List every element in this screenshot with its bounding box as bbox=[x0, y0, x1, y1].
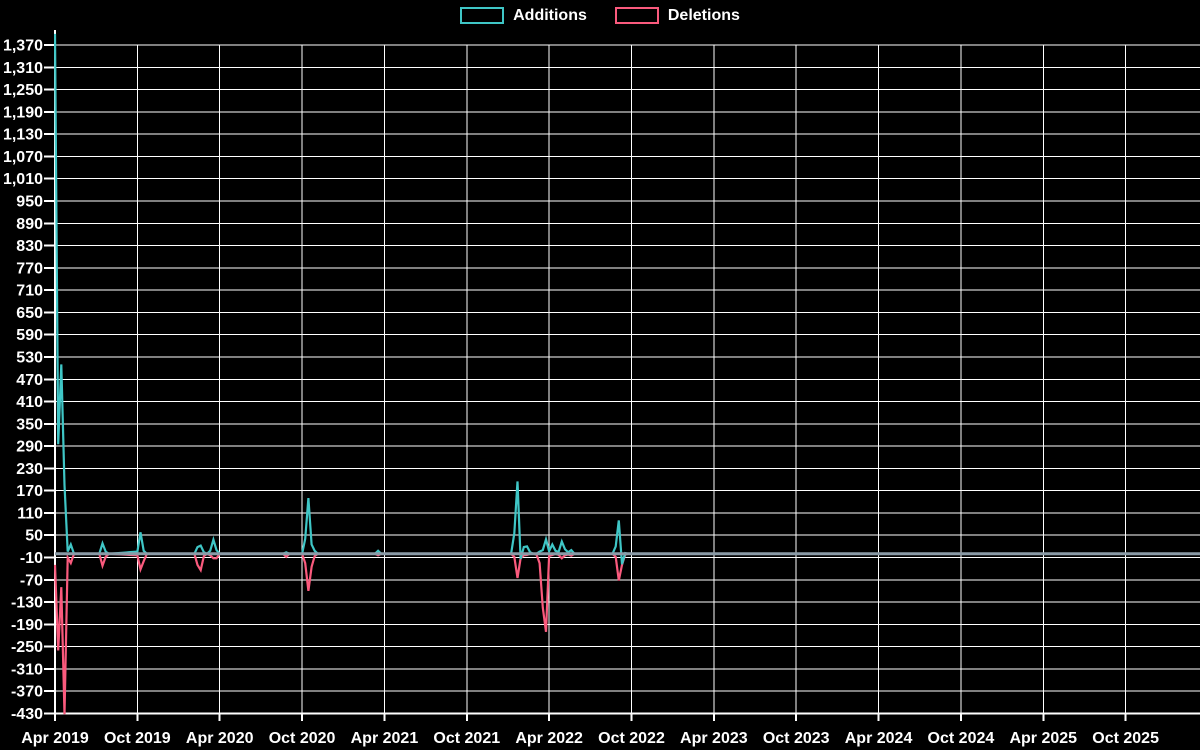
svg-text:50: 50 bbox=[25, 528, 43, 545]
svg-text:590: 590 bbox=[16, 327, 43, 344]
gridlines bbox=[54, 44, 1200, 714]
svg-text:350: 350 bbox=[16, 416, 43, 433]
additions-swatch-icon bbox=[460, 7, 505, 24]
deletions-swatch-icon bbox=[614, 7, 659, 24]
svg-text:Apr 2020: Apr 2020 bbox=[186, 730, 254, 747]
svg-text:1,070: 1,070 bbox=[3, 149, 43, 166]
deletions-line bbox=[54, 552, 1199, 715]
svg-text:Apr 2024: Apr 2024 bbox=[845, 730, 913, 747]
svg-text:710: 710 bbox=[16, 283, 43, 300]
x-tick-labels: Apr 2019 Oct 2019 Apr 2020 Oct 2020 Apr 2021… bbox=[21, 730, 1159, 747]
svg-text:-190: -190 bbox=[11, 617, 43, 634]
svg-text:1,190: 1,190 bbox=[3, 104, 43, 121]
svg-text:Oct 2025: Oct 2025 bbox=[1092, 730, 1159, 747]
svg-text:-10: -10 bbox=[20, 550, 43, 567]
svg-text:1,010: 1,010 bbox=[3, 171, 43, 188]
svg-text:830: 830 bbox=[16, 238, 43, 255]
svg-text:470: 470 bbox=[16, 372, 43, 389]
svg-text:770: 770 bbox=[16, 260, 43, 277]
svg-text:-70: -70 bbox=[20, 572, 43, 589]
svg-text:Apr 2022: Apr 2022 bbox=[515, 730, 583, 747]
svg-text:410: 410 bbox=[16, 394, 43, 411]
svg-text:110: 110 bbox=[17, 505, 43, 522]
y-tick-labels: 1,370 1,310 1,250 1,190 1,130 1,070 1,010 950 89… bbox=[3, 38, 43, 724]
svg-text:650: 650 bbox=[16, 305, 43, 322]
svg-text:Oct 2021: Oct 2021 bbox=[433, 730, 500, 747]
additions-line bbox=[54, 33, 1199, 565]
svg-text:Oct 2024: Oct 2024 bbox=[928, 730, 995, 747]
svg-text:1,130: 1,130 bbox=[3, 127, 43, 144]
svg-text:1,250: 1,250 bbox=[3, 82, 43, 99]
svg-text:-370: -370 bbox=[11, 684, 43, 701]
svg-text:1,370: 1,370 bbox=[3, 38, 43, 55]
svg-text:Apr 2019: Apr 2019 bbox=[21, 730, 89, 747]
svg-text:Oct 2020: Oct 2020 bbox=[269, 730, 336, 747]
svg-text:Oct 2023: Oct 2023 bbox=[763, 730, 830, 747]
svg-text:Oct 2022: Oct 2022 bbox=[598, 730, 665, 747]
svg-text:Oct 2019: Oct 2019 bbox=[104, 730, 171, 747]
svg-text:950: 950 bbox=[16, 193, 43, 210]
svg-text:170: 170 bbox=[16, 483, 43, 500]
svg-text:Apr 2025: Apr 2025 bbox=[1009, 730, 1077, 747]
svg-text:1,310: 1,310 bbox=[3, 60, 43, 77]
svg-text:530: 530 bbox=[16, 349, 43, 366]
svg-text:890: 890 bbox=[16, 216, 43, 233]
svg-text:-250: -250 bbox=[11, 639, 43, 656]
svg-text:230: 230 bbox=[16, 461, 43, 478]
svg-text:290: 290 bbox=[16, 439, 43, 456]
svg-text:-310: -310 bbox=[11, 661, 43, 678]
legend-item-deletions[interactable]: Deletions bbox=[614, 6, 740, 24]
svg-text:Apr 2021: Apr 2021 bbox=[351, 730, 419, 747]
legend-label-additions: Additions bbox=[513, 6, 587, 24]
svg-text:-430: -430 bbox=[11, 706, 43, 723]
svg-text:Apr 2023: Apr 2023 bbox=[680, 730, 748, 747]
svg-text:-130: -130 bbox=[11, 595, 43, 612]
chart-legend: Additions Deletions bbox=[0, 7, 1200, 24]
legend-label-deletions: Deletions bbox=[667, 6, 740, 24]
legend-item-additions[interactable]: Additions bbox=[460, 7, 587, 24]
